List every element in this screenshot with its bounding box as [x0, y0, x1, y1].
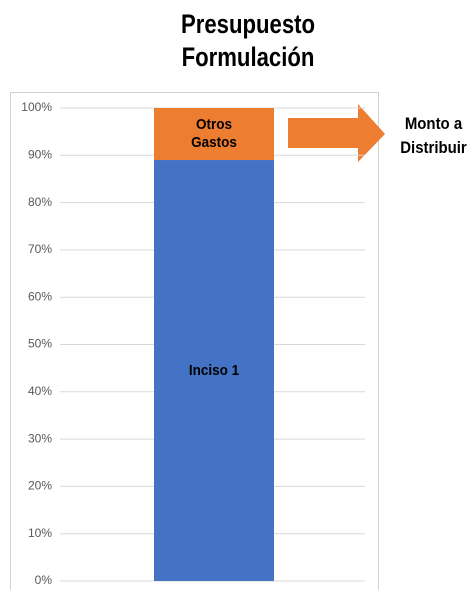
y-tick-label: 40% [28, 384, 52, 398]
y-tick-label: 90% [28, 147, 52, 161]
y-tick-label: 50% [28, 337, 52, 351]
segment-label: Inciso 1 [188, 361, 240, 379]
y-tick-label: 80% [28, 195, 52, 209]
y-tick-label: 0% [35, 573, 53, 587]
arrow [288, 104, 385, 162]
y-tick-label: 10% [28, 526, 52, 540]
bar-segment [154, 160, 274, 581]
annotation: Monto a Distribuir [400, 114, 467, 157]
y-tick-label: 70% [28, 242, 52, 256]
y-tick-label: 30% [28, 431, 52, 445]
y-tick-label: 100% [21, 100, 52, 114]
bar-segment [154, 108, 274, 161]
y-tick-label: 60% [28, 289, 52, 303]
y-tick-label: 20% [28, 479, 52, 493]
chart-frame [10, 92, 379, 590]
chart-title: Presupuesto Formulación [180, 9, 316, 72]
segment-label: Otros Gastos [191, 116, 237, 151]
